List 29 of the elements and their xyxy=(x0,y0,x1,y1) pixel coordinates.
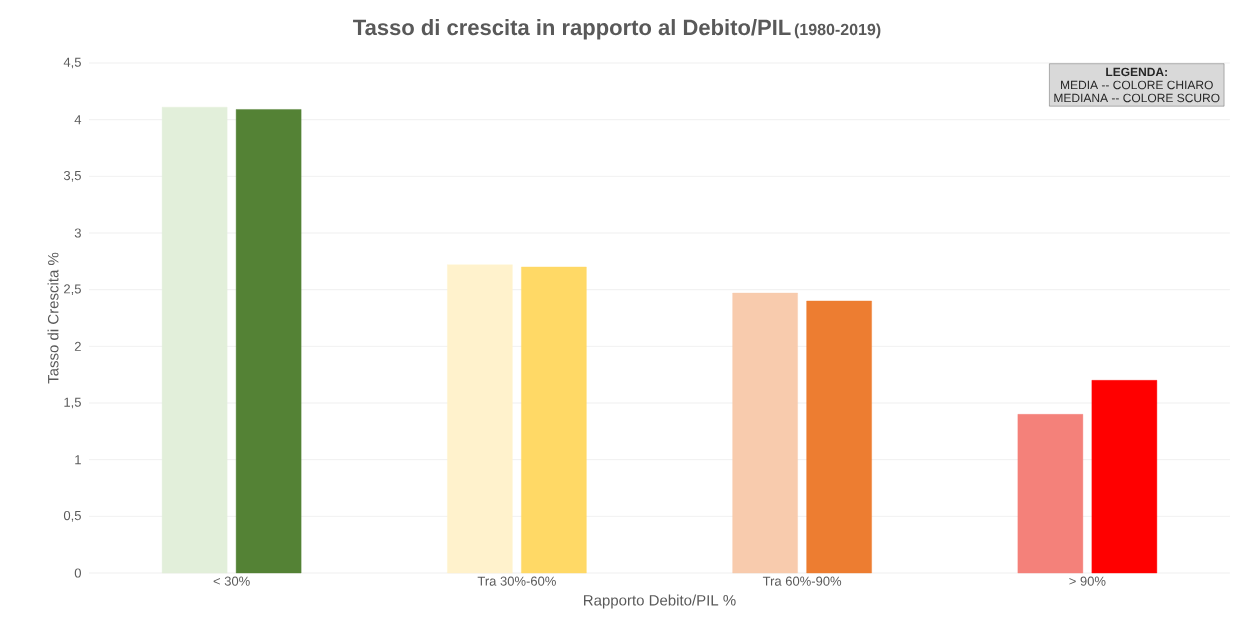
y-tick-label: 2 xyxy=(74,341,81,351)
x-tick-label: > 90% xyxy=(1069,576,1106,586)
bar xyxy=(447,264,513,574)
annotation: MEDIA -- COLORE CHIARO xyxy=(1061,80,1213,90)
bar xyxy=(1017,414,1084,574)
x-tick-label: < 30% xyxy=(213,576,250,586)
y-tick-label: 4 xyxy=(74,115,82,125)
y-tick-label: 0,5 xyxy=(63,510,81,522)
annotation: LEGENDA: xyxy=(1106,67,1167,77)
y-axis-title: Tasso di Crescita % xyxy=(47,252,59,384)
y-tick-label: 1 xyxy=(75,455,81,465)
chart-title: Tasso di crescita in rapporto al Debito/PIL xyxy=(353,19,791,40)
annotation: MEDIANA -- COLORE SCURO xyxy=(1054,93,1220,103)
y-tick-label: 1,5 xyxy=(64,397,81,409)
x-axis-title: Rapporto Debito/PIL % xyxy=(584,594,736,609)
x-tick-label: Tra 60%-90% xyxy=(762,576,842,586)
bar xyxy=(521,266,587,574)
x-tick-label: Tra 30%-60% xyxy=(477,576,556,586)
bar xyxy=(1091,380,1158,574)
bar xyxy=(161,106,228,574)
bar xyxy=(732,292,798,574)
y-tick-label: 3 xyxy=(74,228,81,238)
y-tick-label: 2,5 xyxy=(64,284,81,296)
chart-subtitle: (1980-2019) xyxy=(794,23,881,39)
y-tick-label: 0 xyxy=(74,568,81,578)
bar xyxy=(235,109,302,574)
y-tick-label: 3,5 xyxy=(63,170,81,182)
bar xyxy=(806,300,872,574)
y-tick-label: 4,5 xyxy=(63,57,81,69)
